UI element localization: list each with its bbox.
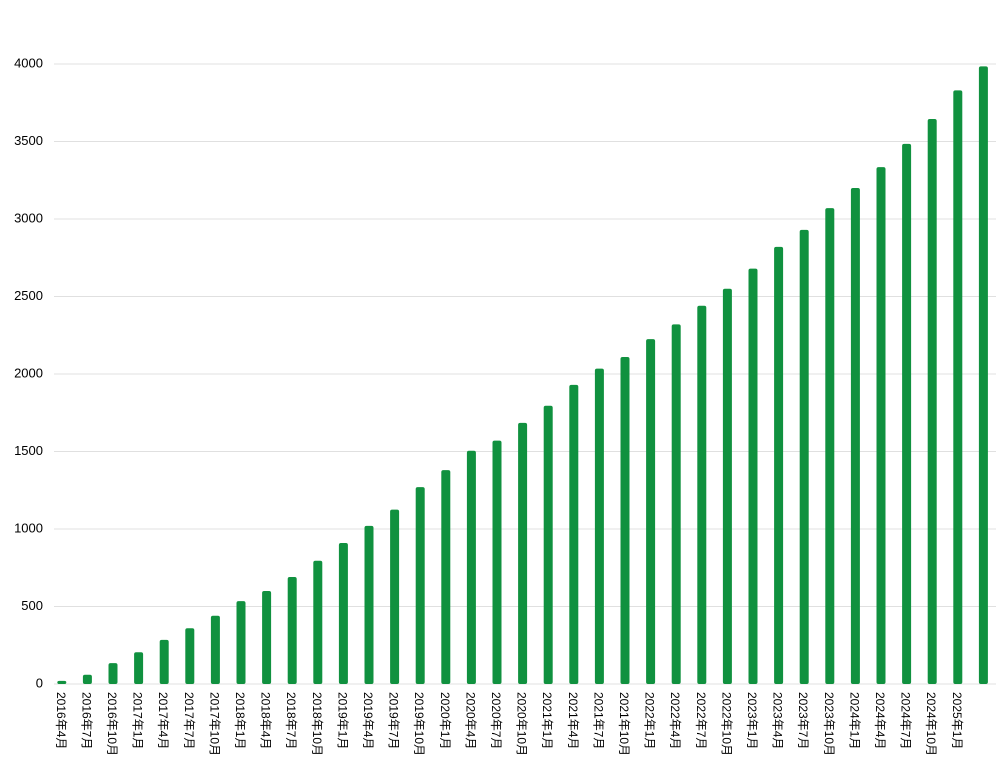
bar [646,339,656,684]
x-tick-label: 2021年4月 [566,692,580,749]
x-tick-label: 2024年4月 [873,692,887,749]
x-tick-label: 2024年7月 [899,692,913,749]
bar [364,525,374,684]
y-tick-label: 4000 [14,55,43,70]
x-tick-label: 2017年1月 [131,692,145,749]
bar [57,680,67,684]
bar [978,66,988,684]
bar [697,305,707,684]
bar [748,268,758,684]
x-tick-label: 2023年7月 [796,692,810,749]
bar [287,577,297,684]
bar [543,405,553,684]
bar [774,246,784,684]
bar [159,639,169,684]
y-tick-label: 1500 [14,443,43,458]
y-tick-label: 1000 [14,520,43,535]
y-tick-label: 0 [36,675,43,690]
x-tick-label: 2022年10月 [719,692,733,756]
bar [134,652,144,684]
bar [569,384,579,684]
bar [902,143,912,684]
bar [876,167,886,684]
y-tick-label: 2000 [14,365,43,380]
bar [953,90,963,685]
x-tick-label: 2017年10月 [207,692,221,756]
x-tick-label: 2024年1月 [847,692,861,749]
x-tick-label: 2025年1月 [950,692,964,749]
x-tick-label: 2022年7月 [694,692,708,749]
x-tick-label: 2023年10月 [822,692,836,756]
x-tick-label: 2019年7月 [387,692,401,749]
bar [620,356,630,684]
x-tick-label: 2016年10月 [105,692,119,756]
x-tick-label: 2020年1月 [438,692,452,749]
bar [825,208,835,684]
bar [210,615,220,684]
x-tick-label: 2020年10月 [515,692,529,756]
x-tick-label: 2024年10月 [924,692,938,756]
bar [441,470,451,684]
x-tick-label: 2023年1月 [745,692,759,749]
bar [850,188,860,684]
x-tick-label: 2018年4月 [259,692,273,749]
bar [466,450,476,684]
bar [492,440,502,684]
x-tick-label: 2022年1月 [643,692,657,749]
bar [82,674,92,684]
x-tick-label: 2020年4月 [463,692,477,749]
bar [390,509,400,684]
bar [236,601,246,684]
bar [262,591,272,684]
bar [338,542,348,684]
x-tick-label: 2020年7月 [489,692,503,749]
bar [671,324,681,684]
bar [722,288,732,684]
x-tick-label: 2023年4月 [771,692,785,749]
x-tick-label: 2017年4月 [156,692,170,749]
bar [927,119,937,684]
bar [415,487,425,684]
bar [799,229,809,684]
x-tick-label: 2021年10月 [617,692,631,756]
x-tick-label: 2018年7月 [284,692,298,749]
x-tick-label: 2016年4月 [54,692,68,749]
x-tick-label: 2018年10月 [310,692,324,756]
y-tick-label: 3500 [14,133,43,148]
y-tick-label: 3000 [14,210,43,225]
bar [108,663,118,684]
x-tick-label: 2019年4月 [361,692,375,749]
y-tick-label: 2500 [14,288,43,303]
x-tick-label: 2017年7月 [182,692,196,749]
bar [185,628,195,684]
x-tick-label: 2022年4月 [668,692,682,749]
x-tick-label: 2019年10月 [412,692,426,756]
x-tick-label: 2016年7月 [79,692,93,749]
x-tick-label: 2019年1月 [335,692,349,749]
bar [594,368,604,684]
y-tick-label: 500 [21,598,43,613]
x-tick-label: 2021年7月 [591,692,605,749]
bar [313,560,323,684]
bar [518,422,528,684]
x-tick-label: 2018年1月 [233,692,247,749]
x-tick-label: 2021年1月 [540,692,554,749]
